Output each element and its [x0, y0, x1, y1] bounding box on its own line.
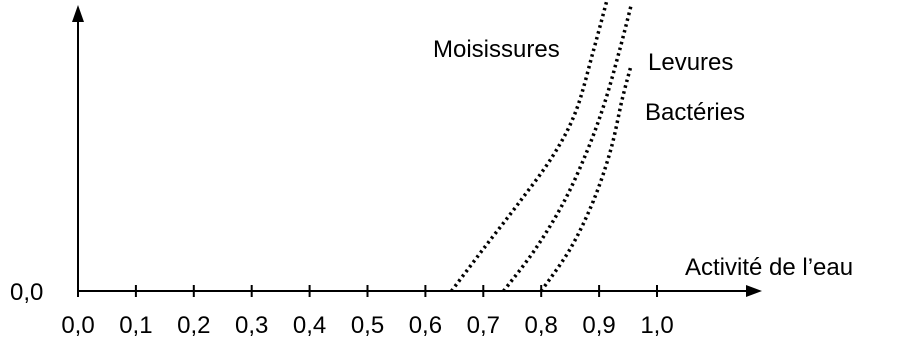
x-tick-label: 0,8	[525, 312, 558, 338]
y-origin-label: 0,0	[10, 279, 43, 306]
series-line-bacteries	[539, 65, 633, 292]
x-axis-arrowhead	[746, 285, 762, 297]
series-labels: Moisissures Levures Bactéries	[433, 36, 745, 126]
x-tick-label: 1,0	[640, 312, 673, 338]
x-tick-label: 0,6	[409, 312, 442, 338]
x-ticks: 0,0 0,1 0,2 0,3 0,4 0,5 0,6 0,7 0,8 0,9 1,0	[61, 285, 674, 338]
series-label-levures: Levures	[648, 49, 733, 76]
x-tick-label: 0,9	[582, 312, 615, 338]
series-line-moisissures	[450, 0, 609, 293]
x-tick-label: 0,0	[61, 312, 94, 338]
x-tick-label: 0,4	[293, 312, 326, 338]
x-tick-label: 0,7	[467, 312, 500, 338]
y-axis-arrowhead	[72, 5, 84, 22]
series-curves	[450, 0, 633, 293]
series-label-moisissures: Moisissures	[433, 36, 560, 63]
series-label-bacteries: Bactéries	[645, 99, 745, 126]
x-tick-label: 0,5	[351, 312, 384, 338]
x-tick-label: 0,2	[177, 312, 210, 338]
x-axis-label: Activité de l’eau	[685, 254, 853, 281]
x-tick-label: 0,1	[119, 312, 152, 338]
x-tick-label: 0,3	[235, 312, 268, 338]
axes: 0,0 Activité de l’eau	[10, 5, 853, 306]
